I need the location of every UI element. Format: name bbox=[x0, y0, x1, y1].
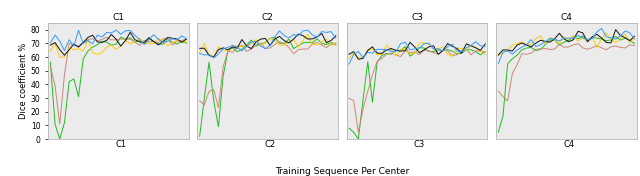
Text: Training Sequence Per Center: Training Sequence Per Center bbox=[275, 167, 410, 176]
Title: C1: C1 bbox=[113, 13, 124, 22]
Title: C4: C4 bbox=[561, 13, 572, 22]
Title: C3: C3 bbox=[411, 13, 423, 22]
Title: C2: C2 bbox=[262, 13, 274, 22]
Y-axis label: Dice coefficient %: Dice coefficient % bbox=[19, 43, 28, 119]
